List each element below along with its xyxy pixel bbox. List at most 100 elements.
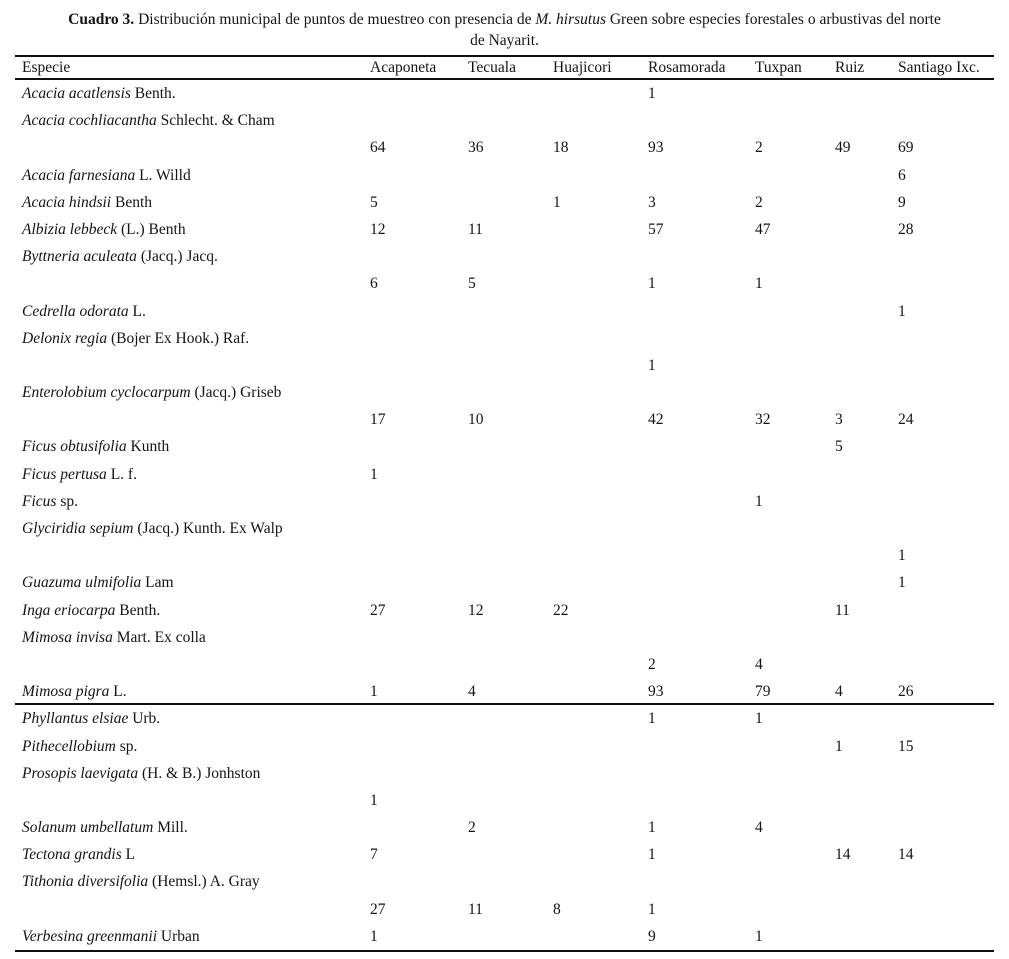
column-header: Tecuala xyxy=(468,59,516,76)
cell-value: 4 xyxy=(835,683,843,701)
cell-value: 6 xyxy=(370,275,378,293)
data-table: Especie Acaponeta Tecuala Huajicori Rosamora… xyxy=(15,55,994,952)
cell-value: 2 xyxy=(755,139,763,157)
species-scientific-name: Solanum umbellatum xyxy=(22,819,154,837)
cell-value: 7 xyxy=(370,846,378,864)
species-scientific-name: Ficus pertusa xyxy=(22,465,107,483)
cell-value: 36 xyxy=(468,139,484,157)
cell-value: 1 xyxy=(835,737,843,755)
cell-value: 4 xyxy=(468,683,476,701)
cell-value: 1 xyxy=(370,791,378,809)
species-authority: (Bojer Ex Hook.) Raf. xyxy=(110,329,250,347)
species-name: Acacia acatlensis Benth. xyxy=(22,80,176,107)
species-authority: L. Willd xyxy=(139,166,191,184)
species-scientific-name: Ficus obtusifolia xyxy=(22,438,127,456)
species-authority: (L.) Benth xyxy=(121,220,186,238)
cell-value: 57 xyxy=(648,220,664,238)
table-row: Acacia cochliacantha Schlecht. & Cham xyxy=(15,107,994,134)
species-authority: sp. xyxy=(60,492,78,510)
species-authority: (Jacq.) Griseb xyxy=(194,384,282,402)
table-row: Acacia acatlensis Benth. 1 xyxy=(15,80,994,107)
column-header: Huajicori xyxy=(553,59,612,76)
cell-value: 1 xyxy=(755,275,763,293)
cell-value: 1 xyxy=(370,683,378,701)
column-header: Tuxpan xyxy=(755,59,802,76)
species-name: Solanum umbellatum Mill. xyxy=(22,814,188,841)
caption-label: Cuadro 3. xyxy=(68,11,135,28)
cell-value: 1 xyxy=(648,846,656,864)
species-scientific-name: Tectona grandis xyxy=(22,846,122,864)
species-scientific-name: Cedrella odorata xyxy=(22,302,129,320)
column-header: Acaponeta xyxy=(370,59,437,76)
table-row: Inga eriocarpa Benth. 27 12 22 11 xyxy=(15,597,994,624)
table-row: Enterolobium cyclocarpum (Jacq.) Griseb xyxy=(15,379,994,406)
caption-text-1: Distribución municipal de puntos de mues… xyxy=(134,11,536,28)
cell-value: 8 xyxy=(553,900,561,918)
cell-value: 1 xyxy=(648,900,656,918)
cell-value: 4 xyxy=(755,819,763,837)
cell-value: 11 xyxy=(468,900,483,918)
table-row: Cedrella odorata L. 1 xyxy=(15,298,994,325)
cell-value: 14 xyxy=(835,846,851,864)
table-caption: Cuadro 3. Distribución municipal de punt… xyxy=(0,9,1009,51)
table-row: Prosopis laevigata (H. & B.) Jonhston xyxy=(15,760,994,787)
cell-value: 1 xyxy=(553,193,561,211)
cell-value: 47 xyxy=(755,220,771,238)
species-scientific-name: Prosopis laevigata xyxy=(22,764,139,782)
species-scientific-name: Enterolobium cyclocarpum xyxy=(22,384,191,402)
species-authority: (Jacq.) Kunth. Ex Walp xyxy=(137,520,283,537)
table-row-values: 1 xyxy=(15,542,994,569)
species-authority: (H. & B.) Jonhston xyxy=(141,764,261,782)
species-name: Ficus pertusa L. f. xyxy=(22,461,137,488)
cell-value: 12 xyxy=(370,220,386,238)
species-name: Tithonia diversifolia (Hemsl.) A. Gray xyxy=(22,868,260,895)
species-name: Acacia cochliacantha Schlecht. & Cham xyxy=(22,107,275,134)
cell-value: 9 xyxy=(898,193,906,211)
species-authority: L xyxy=(125,846,136,864)
species-scientific-name: Mimosa pigra xyxy=(22,683,110,701)
table-row: Byttneria aculeata (Jacq.) Jacq. xyxy=(15,243,994,270)
table-row: Tectona grandis L 7 1 14 14 xyxy=(15,841,994,868)
cell-value: 1 xyxy=(898,574,906,592)
species-scientific-name: Byttneria aculeata xyxy=(22,248,137,266)
column-header-especie: Especie xyxy=(22,59,71,76)
species-scientific-name: Mimosa invisa xyxy=(22,628,113,646)
cell-value: 69 xyxy=(898,139,914,157)
cell-value: 4 xyxy=(755,655,763,673)
species-name: Albizia lebbeck (L.) Benth xyxy=(22,216,186,243)
cell-value: 1 xyxy=(648,356,656,374)
species-name: Mimosa pigra L. xyxy=(22,678,127,705)
species-authority: sp. xyxy=(119,737,138,755)
cell-value: 12 xyxy=(468,601,484,619)
species-name: Delonix regia (Bojer Ex Hook.) Raf. xyxy=(22,325,249,352)
species-authority: Kunth xyxy=(130,438,170,456)
table-row: Solanum umbellatum Mill. 2 1 4 xyxy=(15,814,994,841)
species-name: Acacia farnesiana L. Willd xyxy=(22,162,191,189)
species-name: Byttneria aculeata (Jacq.) Jacq. xyxy=(22,243,218,270)
species-name: Cedrella odorata L. xyxy=(22,298,146,325)
table-row-values: 27 11 8 1 xyxy=(15,896,994,923)
table-row: Guazuma ulmifolia Lam 1 xyxy=(15,569,994,596)
cell-value: 17 xyxy=(370,411,386,429)
table-row: Ficus pertusa L. f. 1 xyxy=(15,461,994,488)
species-name: Acacia hindsii Benth xyxy=(22,189,152,216)
table-row-values: 64 36 18 93 2 49 69 xyxy=(15,134,994,161)
table-row: Glyciridia sepium (Jacq.) Kunth. Ex Walp xyxy=(15,515,994,542)
species-authority: Mart. Ex colla xyxy=(116,628,206,646)
cell-value: 15 xyxy=(898,737,914,755)
species-authority: Benth. xyxy=(134,85,176,102)
cell-value: 2 xyxy=(468,819,476,837)
cell-value: 49 xyxy=(835,139,851,157)
species-authority: Lam xyxy=(145,574,174,592)
cell-value: 1 xyxy=(898,547,906,565)
species-scientific-name: Verbesina greenmanii xyxy=(22,927,158,945)
cell-value: 64 xyxy=(370,139,386,157)
table-header-row: Especie Acaponeta Tecuala Huajicori Rosamora… xyxy=(15,55,994,80)
cell-value: 2 xyxy=(755,193,763,211)
cell-value: 18 xyxy=(553,139,569,157)
cell-value: 1 xyxy=(370,927,378,945)
species-scientific-name: Phyllantus elsiae xyxy=(22,710,129,728)
table-body: Acacia acatlensis Benth. 1 Acacia cochliac… xyxy=(15,80,994,952)
cell-value: 3 xyxy=(648,193,656,211)
